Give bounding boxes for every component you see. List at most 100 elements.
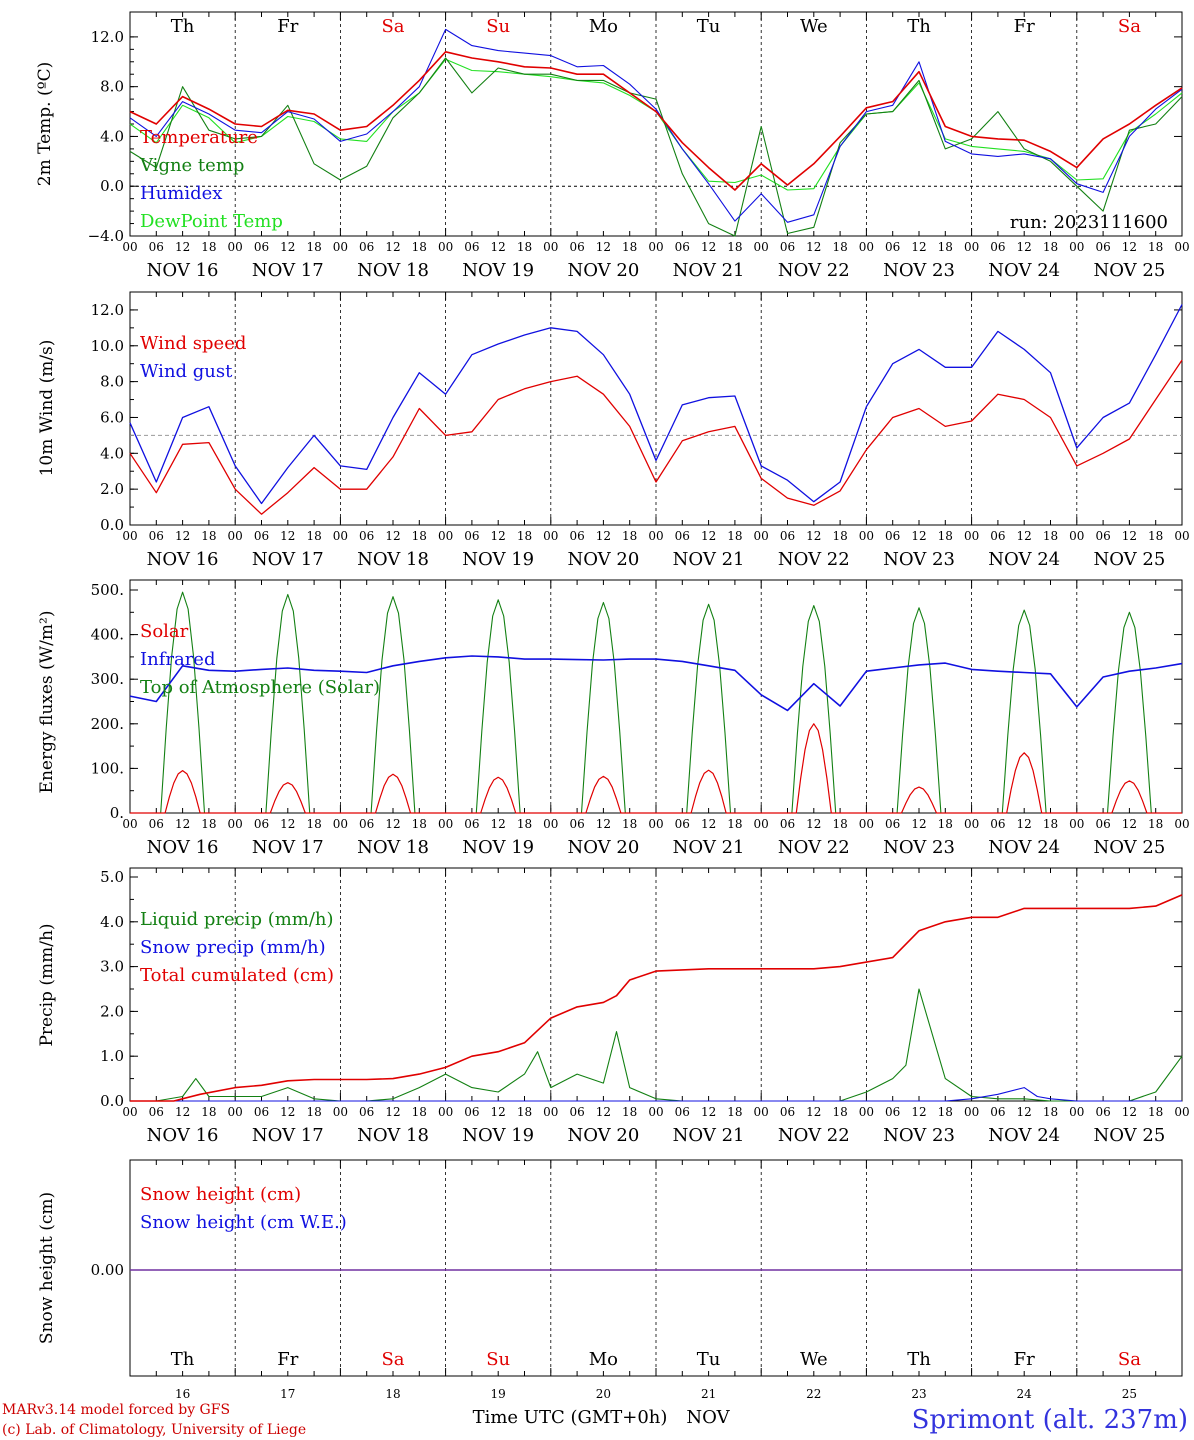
date-label: NOV 22 — [778, 1125, 850, 1146]
date-label: NOV 24 — [988, 549, 1060, 570]
series-line-wind-speed — [129, 359, 1183, 515]
y-tick-label: 12.0 — [91, 301, 124, 319]
hour-tick-label: 06 — [254, 817, 269, 831]
date-label: NOV 21 — [673, 549, 745, 570]
y-axis-label: Precip (mm/h) — [37, 923, 57, 1046]
hour-tick-label: 12 — [596, 529, 611, 543]
hour-tick-label: 12 — [806, 1105, 821, 1119]
date-label: NOV 22 — [778, 837, 850, 858]
series-line-infrared — [129, 655, 1183, 712]
date-label: NOV 18 — [357, 1125, 429, 1146]
station-label: Sprimont (alt. 237m) — [912, 1405, 1188, 1435]
hour-tick-label: 00 — [964, 1105, 979, 1119]
hour-tick-label: 06 — [149, 529, 164, 543]
hour-tick-label: 06 — [359, 817, 374, 831]
date-label: NOV 19 — [462, 837, 534, 858]
series-line-humidex — [129, 28, 1183, 223]
hour-tick-label: 00 — [1174, 529, 1189, 543]
hour-tick-label: 18 — [938, 529, 953, 543]
hour-tick-label: 12 — [491, 529, 506, 543]
hour-tick-label: 00 — [228, 817, 243, 831]
date-label: NOV 16 — [147, 549, 219, 570]
hour-tick-label: 06 — [780, 1105, 795, 1119]
hour-tick-label: 18 — [1148, 817, 1163, 831]
hour-tick-label: 00 — [122, 1105, 137, 1119]
hour-tick-label: 12 — [911, 529, 926, 543]
date-label: NOV 19 — [462, 1125, 534, 1146]
hour-tick-label: 12 — [1122, 529, 1137, 543]
y-tick-label: 4.0 — [100, 444, 124, 462]
hour-tick-label: 06 — [990, 817, 1005, 831]
hour-tick-label: 00 — [122, 529, 137, 543]
date-label: NOV 17 — [252, 1125, 324, 1146]
y-tick-label: 0.0 — [100, 516, 124, 534]
hour-tick-label: 00 — [228, 1105, 243, 1119]
hour-tick-label: 18 — [1148, 240, 1163, 254]
day-of-week-label: Th — [171, 1349, 195, 1370]
panel-frame — [129, 11, 1183, 237]
y-tick-label: 200. — [91, 715, 124, 733]
hour-tick-label: 06 — [359, 240, 374, 254]
hour-tick-label: 18 — [1148, 529, 1163, 543]
hour-tick-label: 06 — [359, 1105, 374, 1119]
hour-tick-label: 06 — [675, 240, 690, 254]
y-tick-label: 100. — [91, 759, 124, 777]
hour-tick-label: 06 — [780, 240, 795, 254]
hour-tick-label: 06 — [149, 240, 164, 254]
hour-tick-label: 06 — [569, 1105, 584, 1119]
hour-tick-label: 12 — [175, 1105, 190, 1119]
date-label: NOV 20 — [567, 549, 639, 570]
hour-tick-label: 18 — [832, 817, 847, 831]
hour-tick-label: 00 — [1069, 817, 1084, 831]
date-label: NOV 23 — [883, 549, 955, 570]
legend-entry: Snow height (cm W.E.) — [140, 1212, 347, 1233]
legend-entry: Wind speed — [140, 333, 246, 354]
hour-tick-label: 00 — [1069, 529, 1084, 543]
hour-tick-label: 18 — [832, 529, 847, 543]
hour-tick-label: 12 — [806, 817, 821, 831]
date-label: NOV 17 — [252, 837, 324, 858]
hour-tick-label: 00 — [333, 529, 348, 543]
day-of-week-label: Fr — [1014, 16, 1035, 37]
hour-tick-label: 06 — [1095, 240, 1110, 254]
month-label: NOV — [686, 1407, 730, 1428]
day-number-label: 21 — [701, 1387, 716, 1401]
hour-tick-label: 00 — [543, 817, 558, 831]
hour-tick-label: 18 — [412, 240, 427, 254]
hour-tick-label: 00 — [754, 529, 769, 543]
hour-tick-label: 18 — [412, 529, 427, 543]
hour-tick-label: 00 — [438, 817, 453, 831]
hour-tick-label: 12 — [911, 240, 926, 254]
hour-tick-label: 12 — [596, 817, 611, 831]
hour-tick-label: 18 — [1043, 240, 1058, 254]
date-label: NOV 20 — [567, 837, 639, 858]
hour-tick-label: 12 — [385, 529, 400, 543]
hour-tick-label: 12 — [1017, 1105, 1032, 1119]
y-tick-label: 300. — [91, 670, 124, 688]
hour-tick-label: 06 — [675, 817, 690, 831]
y-tick-label: 8.0 — [100, 373, 124, 391]
day-of-week-label: Fr — [1014, 1349, 1035, 1370]
date-label: NOV 17 — [252, 260, 324, 281]
date-label: NOV 21 — [673, 260, 745, 281]
date-label: NOV 17 — [252, 549, 324, 570]
series-line-temperature — [129, 50, 1183, 191]
day-number-label: 22 — [806, 1387, 821, 1401]
day-number-label: 20 — [596, 1387, 611, 1401]
hour-tick-label: 06 — [569, 529, 584, 543]
hour-tick-label: 12 — [175, 529, 190, 543]
hour-tick-label: 12 — [701, 817, 716, 831]
hour-tick-label: 18 — [938, 817, 953, 831]
hour-tick-label: 06 — [149, 1105, 164, 1119]
hour-tick-label: 12 — [385, 817, 400, 831]
hour-tick-label: 18 — [1043, 1105, 1058, 1119]
day-of-week-label: Mo — [589, 16, 618, 37]
hour-tick-label: 18 — [201, 817, 216, 831]
series-line-wind-gust — [129, 304, 1183, 505]
hour-tick-label: 18 — [727, 817, 742, 831]
hour-tick-label: 18 — [727, 1105, 742, 1119]
date-label: NOV 25 — [1093, 1125, 1165, 1146]
hour-tick-label: 18 — [622, 529, 637, 543]
hour-tick-label: 06 — [885, 1105, 900, 1119]
